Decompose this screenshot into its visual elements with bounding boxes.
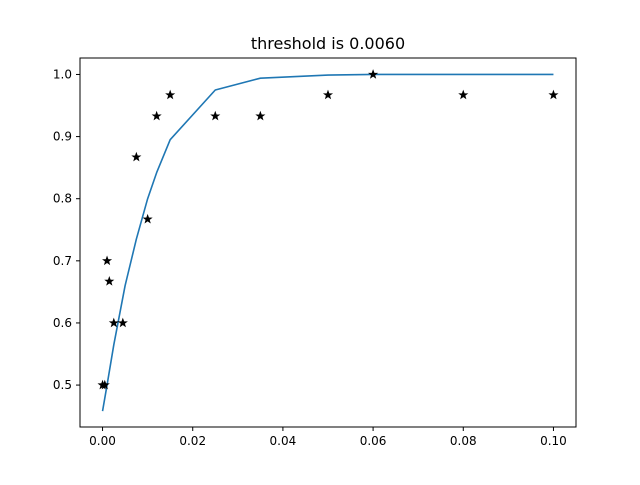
y-axis: 0.5 0.6 0.7 0.8 0.9 1.0 xyxy=(53,67,80,392)
x-tick-label: 0.04 xyxy=(270,434,297,448)
data-point xyxy=(322,89,334,100)
data-point xyxy=(102,255,113,266)
data-point xyxy=(99,379,110,390)
data-point xyxy=(131,151,142,162)
axes-frame xyxy=(79,57,577,428)
data-point xyxy=(142,213,153,224)
data-point xyxy=(210,110,221,121)
y-tick-label: 1.0 xyxy=(53,67,72,81)
x-tick-label: 0.00 xyxy=(89,434,116,448)
data-point xyxy=(368,69,379,79)
data-point xyxy=(117,317,128,328)
series-line xyxy=(101,73,554,412)
x-tick-label: 0.02 xyxy=(179,434,206,448)
data-point xyxy=(165,89,176,100)
y-tick-label: 0.5 xyxy=(53,378,72,392)
x-tick-label: 0.06 xyxy=(360,434,387,448)
data-point xyxy=(151,110,162,121)
data-point xyxy=(104,276,115,286)
plot-area xyxy=(97,69,559,412)
data-point xyxy=(458,89,469,100)
data-point xyxy=(255,110,266,121)
y-tick-label: 0.9 xyxy=(53,130,72,144)
x-tick-label: 0.08 xyxy=(450,434,477,448)
x-tick-label: 0.10 xyxy=(540,434,567,448)
x-axis: 0.00 0.02 0.04 0.06 0.08 0.10 xyxy=(89,427,567,448)
y-tick-label: 0.7 xyxy=(53,254,72,268)
y-tick-label: 0.6 xyxy=(53,316,72,330)
chart-title: threshold is 0.0060 xyxy=(251,34,405,53)
y-tick-label: 0.8 xyxy=(53,192,72,206)
data-point xyxy=(108,317,119,328)
data-point xyxy=(548,89,559,100)
